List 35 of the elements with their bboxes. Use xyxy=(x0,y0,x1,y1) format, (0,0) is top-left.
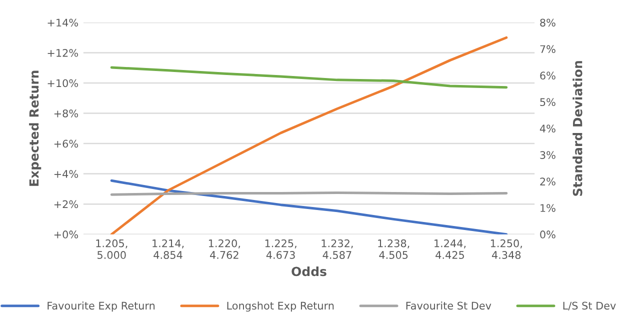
x-tick-label: 1.238, 4.505 xyxy=(378,239,410,259)
y2-tick-label: 5% xyxy=(540,98,556,106)
y-tick-label: +12% xyxy=(48,48,78,57)
x-tick-label: 1.225, 4.673 xyxy=(265,239,296,259)
y2-tick-label: 8% xyxy=(540,18,556,27)
y2-tick-label: 2% xyxy=(540,178,556,186)
y-tick-label: +4% xyxy=(54,170,78,178)
y-tick-label: +14% xyxy=(48,18,78,27)
y-tick-label: +10% xyxy=(48,79,78,88)
y-tick-label: +2% xyxy=(54,200,78,208)
y2-tick-label: 0% xyxy=(540,230,556,238)
line-series xyxy=(110,179,508,234)
x-tick-label: 1.250, 4.348 xyxy=(490,239,522,259)
y2-tick-label: 3% xyxy=(540,151,556,159)
y2-tick-label: 4% xyxy=(540,124,556,133)
legend-label: Longshot Exp Return xyxy=(227,302,334,312)
x-tick-label: 1.220, 4.762 xyxy=(208,239,240,259)
x-tick-label: 1.244, 4.425 xyxy=(434,239,466,259)
y2-tick-label: 6% xyxy=(540,72,556,80)
line-series xyxy=(110,36,508,234)
x-axis-title: Odds xyxy=(292,266,326,276)
y2-tick-label: 7% xyxy=(540,45,556,54)
y-tick-label: +6% xyxy=(54,140,78,148)
line-series xyxy=(110,66,508,89)
legend-label: Favourite St Dev xyxy=(406,302,492,310)
y-tick-label: +0% xyxy=(54,230,78,238)
x-tick-label: 1.205, 5.000 xyxy=(96,239,128,259)
legend-label: L/S St Dev xyxy=(563,302,616,310)
y2-axis-title: Standard Deviation xyxy=(572,61,582,196)
legend-label: Favourite Exp Return xyxy=(48,302,155,312)
y-tick-label: +8% xyxy=(54,109,78,118)
x-tick-label: 1.232, 4.587 xyxy=(322,239,353,259)
y2-tick-label: 1% xyxy=(540,204,556,212)
y-axis-title: Expected Return xyxy=(29,70,42,186)
x-tick-label: 1.214, 4.854 xyxy=(152,239,184,259)
